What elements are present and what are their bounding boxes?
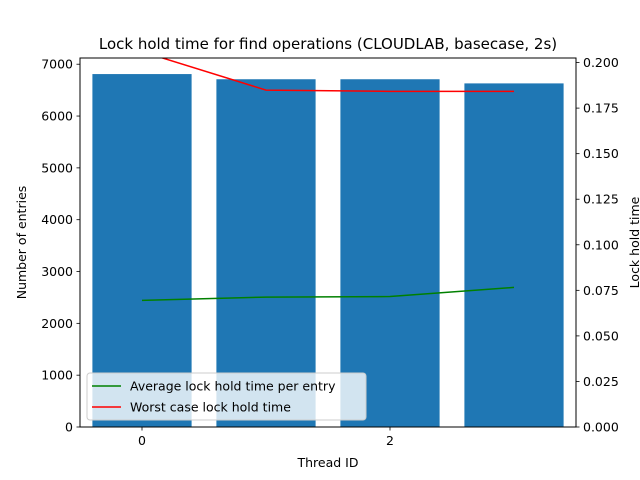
y2-tick-label: 0.050	[583, 328, 619, 343]
y-tick-label: 3000	[41, 264, 73, 279]
bar-thread-2	[340, 79, 440, 427]
y-tick-label: 6000	[41, 109, 73, 124]
y2-tick-label: 0.100	[583, 237, 619, 252]
line-series-1	[160, 58, 514, 93]
plot-frame	[79, 57, 577, 428]
y-axis-title: Number of entries	[14, 186, 29, 300]
bar-thread-0	[92, 74, 192, 427]
legend-label-1: Worst case lock hold time	[130, 400, 291, 415]
y2-tick-label: 0.125	[583, 192, 619, 207]
y-tick-label: 2000	[41, 316, 73, 331]
y-tick-label: 5000	[41, 160, 73, 175]
y2-tick-label: 0.025	[583, 374, 619, 389]
y2-tick-label: 0.175	[583, 101, 619, 116]
x-axis-title: Thread ID	[297, 455, 359, 470]
y2-tick-label: 0.150	[583, 146, 619, 161]
x-tick-label: 2	[386, 433, 394, 448]
chart-title: Lock hold time for find operations (CLOU…	[99, 35, 557, 53]
lines-layer	[141, 58, 515, 302]
legend-label-0: Average lock hold time per entry	[130, 379, 336, 394]
y-tick-label: 0	[65, 420, 73, 435]
y2-tick-label: 0.000	[583, 420, 619, 435]
axes-layer: 0 2 0 1000 2000 3000 4000 5000 6000 7000 0.000 0.02…	[41, 55, 619, 448]
y-tick-label: 4000	[41, 212, 73, 227]
bar-thread-1	[216, 79, 316, 427]
y-tick-label: 1000	[41, 368, 73, 383]
line-series-0	[141, 286, 515, 302]
legend-box	[86, 372, 367, 421]
bar-thread-3	[464, 83, 564, 427]
y2-tick-label: 0.200	[583, 55, 619, 70]
legend: Average lock hold time per entry Worst ca…	[86, 372, 367, 421]
y-tick-label: 7000	[41, 57, 73, 72]
bars-layer	[92, 74, 564, 427]
x-tick-label: 0	[138, 433, 146, 448]
y2-axis-title: Lock hold time	[627, 196, 640, 288]
y2-tick-label: 0.075	[583, 283, 619, 298]
